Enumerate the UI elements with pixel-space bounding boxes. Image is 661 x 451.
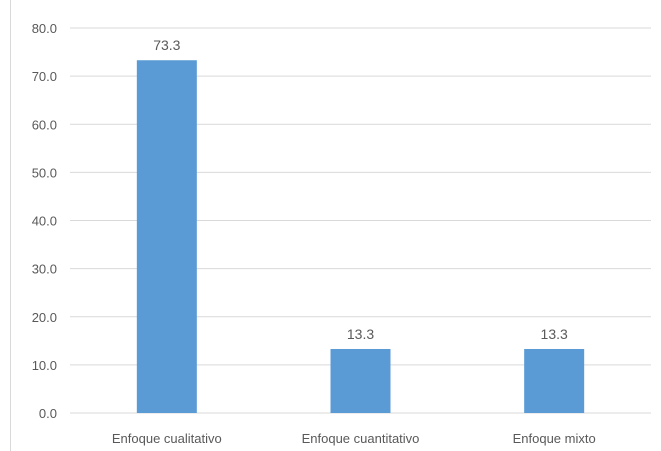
y-tick-label: 60.0 — [32, 117, 57, 132]
y-axis-ticks: 0.0 10.0 20.0 30.0 40.0 50.0 60.0 70.0 80.0 — [32, 21, 57, 421]
data-label: 13.3 — [347, 326, 374, 342]
data-labels: 73.3 13.3 13.3 — [153, 37, 568, 342]
chart-frame — [10, 0, 661, 451]
bar — [330, 348, 391, 413]
y-tick-label: 70.0 — [32, 69, 57, 84]
bar — [136, 60, 197, 414]
x-tick-label: Enfoque cualitativo — [112, 431, 222, 446]
y-tick-label: 0.0 — [39, 406, 57, 421]
x-tick-label: Enfoque mixto — [513, 431, 596, 446]
y-tick-label: 80.0 — [32, 21, 57, 36]
y-tick-label: 10.0 — [32, 358, 57, 373]
bars — [136, 60, 585, 414]
data-label: 13.3 — [541, 326, 568, 342]
y-tick-label: 30.0 — [32, 262, 57, 277]
bar — [524, 348, 585, 413]
y-tick-label: 50.0 — [32, 165, 57, 180]
x-axis-ticks: Enfoque cualitativo Enfoque cuantitativo E… — [112, 431, 596, 446]
y-tick-label: 20.0 — [32, 310, 57, 325]
y-tick-label: 40.0 — [32, 214, 57, 229]
x-tick-label: Enfoque cuantitativo — [302, 431, 420, 446]
data-label: 73.3 — [153, 37, 180, 53]
